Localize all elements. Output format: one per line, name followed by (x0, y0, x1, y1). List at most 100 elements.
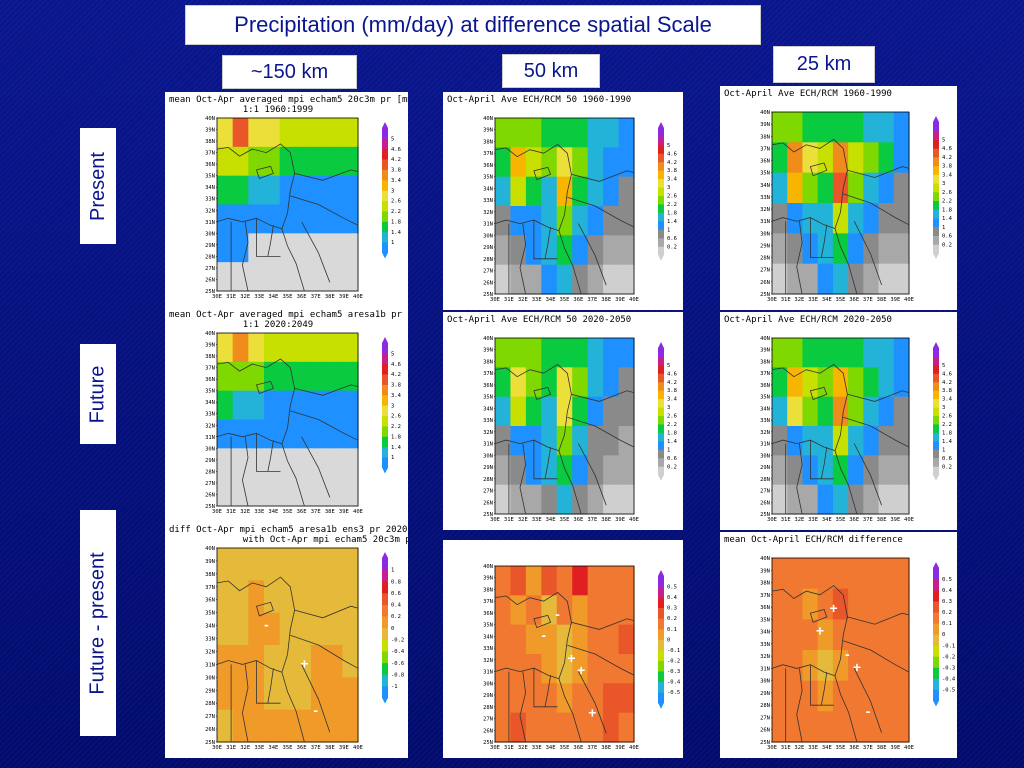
map-cell (618, 595, 635, 626)
map-cell (618, 396, 635, 427)
panel-title: Oct-April Ave ECH/RCM 2020-2050 (724, 315, 892, 325)
map-panel-rcm50-future: Oct-April Ave ECH/RCM 50 2020-2050 40N 39N… (443, 312, 683, 530)
colorbar-tick-label: 1.8 (667, 430, 677, 436)
map-cell (878, 619, 895, 651)
map-cell (495, 176, 512, 207)
map-cell (510, 367, 527, 398)
map-cell (264, 118, 281, 148)
lon-tick-label: 35E (560, 297, 570, 303)
panel-title: mean Oct-April ECH/RCM difference (724, 535, 903, 545)
coastline (256, 433, 281, 472)
map-cell (541, 118, 558, 148)
lon-tick-label: 32E (518, 517, 528, 523)
map-cell (342, 448, 359, 478)
colorbar-tick-label: 2.2 (942, 422, 952, 428)
colorbar-tick-label: -0.8 (391, 672, 404, 678)
lat-tick-label: 32N (483, 430, 493, 436)
colorbar-tick-label: 0.2 (942, 464, 952, 470)
lat-tick-label: 26N (760, 500, 770, 506)
lat-tick-label: 25N (205, 740, 215, 746)
colorbar-segment (382, 592, 388, 605)
colorbar-tick-label: 4.6 (942, 371, 952, 377)
map-cell (279, 262, 296, 292)
colorbar-tick-label: 3.4 (942, 172, 953, 178)
map-cell (772, 263, 788, 295)
map-cell (618, 338, 635, 368)
lon-tick-label: 32E (518, 745, 528, 751)
lon-tick-label: 36E (297, 509, 307, 515)
colorbar-segment (933, 209, 939, 219)
lat-tick-label: 30N (760, 231, 770, 237)
map-cell (295, 709, 312, 743)
colorbar-segment (658, 639, 664, 651)
map-cell (587, 654, 604, 684)
significance-mark: - (866, 703, 871, 719)
lat-tick-label: 34N (483, 634, 493, 640)
map-cell (772, 142, 788, 174)
map-cell (587, 235, 604, 266)
map-cell (295, 419, 312, 449)
lon-tick-label: 32E (240, 294, 250, 300)
colorbar-tick-label: 0 (942, 632, 945, 638)
lat-tick-label: 37N (760, 146, 770, 152)
map-cell (232, 361, 249, 392)
coastline (853, 443, 882, 506)
coastline (216, 358, 296, 445)
lat-tick-label: 36N (205, 162, 215, 168)
colorbar-tick-label: 4.2 (667, 160, 677, 166)
lat-tick-label: 37N (205, 151, 215, 157)
colorbar-tick-label: 1 (667, 447, 670, 453)
colorbar-tick-label: 3 (391, 188, 394, 194)
map-cell (264, 175, 281, 206)
map-panel-rcm50-diff: 40N 39N 38N 37N 36N 35N 34N 33N 32N 31N 30N 29N 28N 2… (443, 540, 683, 758)
map-cell (603, 484, 620, 515)
colorbar-segment (933, 218, 939, 228)
map-cell (848, 650, 864, 682)
panel-subtitle: with Oct-Apr mpi echam5 20c3m pr 1960-20… (243, 535, 408, 545)
colorbar-tick-label: 0.6 (667, 456, 677, 462)
lon-tick-label: 37E (863, 745, 873, 751)
coastline (834, 675, 858, 743)
colorbar-tick-label: 4.6 (942, 146, 952, 152)
lat-tick-label: 37N (205, 585, 215, 591)
lat-tick-label: 27N (205, 266, 215, 272)
colorbar-tick-label: 1.4 (942, 439, 953, 445)
colorbar-tick-label: -0.4 (391, 649, 405, 655)
colorbar-tick-label: 4.2 (942, 380, 952, 386)
map-cell (541, 683, 558, 714)
lat-tick-label: 26N (483, 728, 493, 734)
coastline (281, 228, 305, 292)
panel-title: mean Oct-Apr averaged mpi echam5 aresa1b… (169, 310, 408, 320)
lat-tick-label: 30N (483, 233, 493, 239)
map-cell (311, 580, 328, 614)
colorbar-tick-label: -0.2 (667, 658, 680, 664)
colorbar-tick-label: 0.6 (942, 456, 952, 462)
coastline (241, 436, 249, 507)
map-cell (878, 650, 895, 682)
colorbar-segment (382, 221, 388, 233)
colorbar-segment (658, 246, 664, 256)
lat-tick-label: 28N (205, 254, 215, 260)
map-cell (832, 112, 849, 143)
lat-tick-label: 38N (760, 581, 770, 587)
coastline (810, 664, 834, 706)
colorbar-segment (933, 440, 939, 450)
colorbar-segment (658, 424, 664, 433)
lat-tick-label: 25N (760, 740, 770, 746)
map-cell (878, 203, 895, 234)
lat-tick-label: 40N (205, 546, 215, 552)
map-cell (295, 118, 312, 148)
map-cell (572, 367, 589, 398)
colorbar-segment (933, 415, 939, 425)
lat-tick-label: 37N (483, 599, 493, 605)
coastline (834, 450, 858, 515)
coastline (290, 195, 359, 226)
lon-tick-label: 33E (808, 297, 818, 303)
lat-tick-label: 28N (205, 469, 215, 475)
lon-tick-label: 33E (808, 745, 818, 751)
row-label-future-minus-present: Future - present (80, 510, 116, 736)
colorbar-tick-label: 0.2 (667, 616, 677, 622)
coastline (241, 221, 249, 292)
colorbar-tick-label: 4.2 (391, 157, 401, 163)
colorbar-tick-label: 1 (391, 455, 394, 461)
